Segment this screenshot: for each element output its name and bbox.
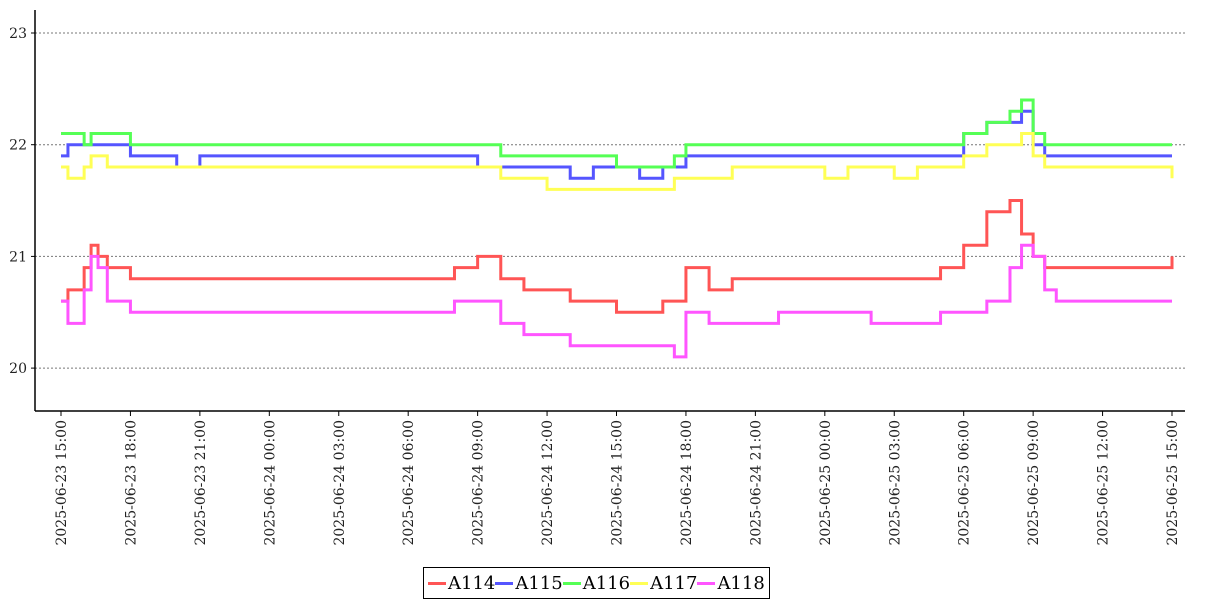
x-tick-label: 2025-06-24 06:00 <box>401 420 417 546</box>
legend-item-a114[interactable]: A114 <box>428 573 495 594</box>
y-tick-label: 20 <box>9 361 27 377</box>
legend-label: A117 <box>650 572 698 594</box>
x-tick-label: 2025-06-24 03:00 <box>332 420 348 546</box>
x-tick-label: 2025-06-24 00:00 <box>262 420 278 546</box>
legend-swatch <box>697 581 716 585</box>
x-tick-label: 2025-06-25 03:00 <box>887 420 903 546</box>
legend-swatch <box>495 581 514 585</box>
legend-swatch <box>428 581 446 585</box>
y-tick-label: 21 <box>9 249 27 265</box>
legend-label: A118 <box>717 572 765 594</box>
legend-label: A114 <box>448 572 496 594</box>
series-line-a114 <box>61 199 1174 314</box>
x-tick-label: 2025-06-23 18:00 <box>123 420 139 546</box>
x-tick-label: 2025-06-25 15:00 <box>1165 420 1181 546</box>
x-tick-label: 2025-06-25 09:00 <box>1026 420 1042 546</box>
x-tick-label: 2025-06-25 06:00 <box>957 420 973 546</box>
x-tick-label: 2025-06-24 12:00 <box>540 420 556 546</box>
legend-item-a115[interactable]: A115 <box>495 572 563 594</box>
x-tick-label: 2025-06-24 21:00 <box>748 420 764 546</box>
y-tick-label: 22 <box>9 138 27 154</box>
y-tick-label: 23 <box>9 26 27 42</box>
x-tick-label: 2025-06-23 21:00 <box>193 420 209 546</box>
series-line-a117 <box>61 132 1174 191</box>
series-line-a118 <box>61 243 1173 359</box>
x-tick-labels: 2025-06-23 15:00 2025-06-23 18:00 2025-06-… <box>54 411 1181 546</box>
x-tick-label: 2025-06-25 00:00 <box>818 420 834 546</box>
x-tick-label: 2025-06-23 15:00 <box>54 420 70 546</box>
x-tick-label: 2025-06-25 12:00 <box>1096 420 1112 546</box>
legend-swatch <box>630 581 649 585</box>
legend: A114 A115 A116 A117 A118 <box>423 567 770 599</box>
series-line-a116 <box>61 98 1173 169</box>
x-tick-label: 2025-06-24 18:00 <box>679 420 695 546</box>
x-tick-label: 2025-06-24 15:00 <box>610 420 626 546</box>
legend-item-a116[interactable]: A116 <box>562 572 631 594</box>
series-lines <box>61 98 1174 359</box>
legend-label: A115 <box>515 572 563 594</box>
x-tick-label: 2025-06-24 09:00 <box>471 420 487 546</box>
y-tick-labels: 20 21 22 23 <box>9 26 35 377</box>
legend-item-a117[interactable]: A117 <box>630 573 697 594</box>
legend-item-a118[interactable]: A118 <box>697 572 765 594</box>
legend-swatch <box>562 581 581 585</box>
legend-label: A116 <box>582 572 631 594</box>
